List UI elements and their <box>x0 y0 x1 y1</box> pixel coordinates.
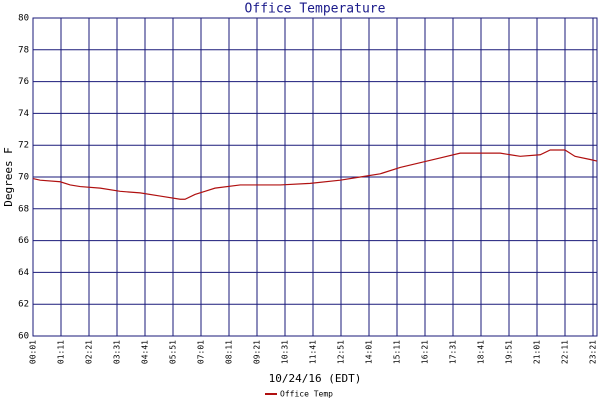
y-tick-label: 70 <box>18 173 29 183</box>
x-tick-label: 18:41 <box>477 340 486 364</box>
y-axis-label: Degrees F <box>2 147 15 207</box>
y-tick-label: 72 <box>18 141 29 151</box>
x-tick-label: 04:41 <box>141 340 150 364</box>
x-tick-label: 11:41 <box>309 340 318 364</box>
x-tick-label: 10:31 <box>281 340 290 364</box>
x-tick-label: 16:21 <box>421 340 430 364</box>
x-tick-label: 21:01 <box>533 340 542 364</box>
chart-title: Office Temperature <box>245 2 386 17</box>
x-tick-label: 03:31 <box>113 340 122 364</box>
y-tick-label: 60 <box>18 332 29 342</box>
x-tick-label: 12:51 <box>337 340 346 364</box>
x-axis-label: 10/24/16 (EDT) <box>269 372 362 385</box>
y-tick-label: 64 <box>18 268 29 278</box>
x-tick-label: 09:21 <box>253 340 262 364</box>
y-tick-label: 78 <box>18 45 29 55</box>
x-tick-label: 23:21 <box>589 340 598 364</box>
x-tick-label: 22:11 <box>561 340 570 364</box>
y-tick-label: 68 <box>18 204 29 214</box>
x-tick-label: 07:01 <box>197 340 206 364</box>
x-tick-label: 05:51 <box>169 340 178 364</box>
x-tick-label: 08:11 <box>225 340 234 364</box>
y-tick-label: 62 <box>18 300 29 310</box>
data-line <box>32 149 598 200</box>
x-tick-label: 17:31 <box>449 340 458 364</box>
y-tick-label: 66 <box>18 236 29 246</box>
y-tick-label: 80 <box>18 14 29 24</box>
y-tick-label: 76 <box>18 77 29 87</box>
x-tick-label: 00:01 <box>29 340 38 364</box>
x-tick-label: 14:01 <box>365 340 374 364</box>
x-tick-label: 01:11 <box>57 340 66 364</box>
y-tick-label: 74 <box>18 109 29 119</box>
x-tick-label: 02:21 <box>85 340 94 364</box>
legend-label: Office Temp <box>280 390 333 399</box>
x-tick-label: 19:51 <box>505 340 514 364</box>
x-tick-label: 15:11 <box>393 340 402 364</box>
